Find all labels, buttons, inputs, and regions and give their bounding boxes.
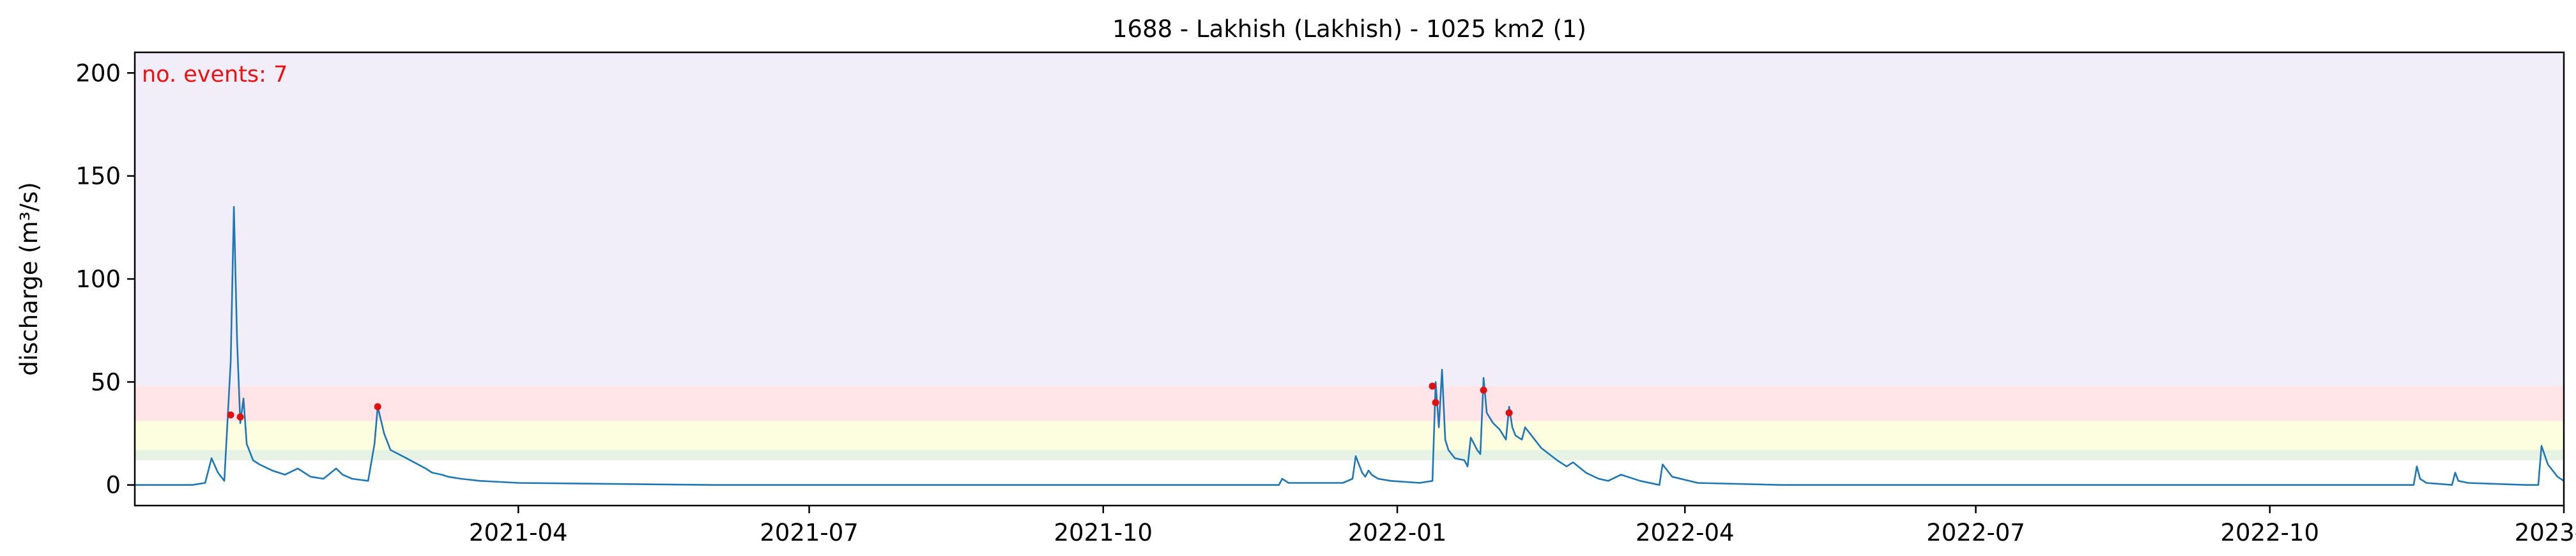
threshold-bands bbox=[135, 52, 2564, 460]
series-line-0 bbox=[135, 206, 2564, 486]
x-tick-label: 2022-07 bbox=[1926, 519, 2025, 546]
y-tick-label: 50 bbox=[91, 368, 121, 396]
event-point bbox=[1505, 409, 1513, 417]
x-tick-label: 2021-04 bbox=[469, 519, 568, 546]
y-tick-label: 150 bbox=[75, 163, 121, 190]
x-tick-label: 2023-01 bbox=[2515, 519, 2576, 546]
chart-title: 1688 - Lakhish (Lakhish) - 1025 km2 (1) bbox=[1112, 15, 1586, 43]
y-tick-label: 0 bbox=[105, 472, 121, 499]
y-tick-label: 200 bbox=[75, 59, 121, 87]
series-lines bbox=[135, 206, 2564, 486]
threshold-band-2 bbox=[135, 386, 2564, 421]
y-tick-label: 100 bbox=[75, 266, 121, 293]
y-axis-title: discharge (m³/s) bbox=[15, 182, 43, 376]
event-point bbox=[1432, 399, 1439, 407]
x-tick-label: 2022-04 bbox=[1636, 519, 1735, 546]
event-point bbox=[374, 403, 381, 410]
event-point bbox=[227, 411, 234, 419]
x-tick-label: 2021-10 bbox=[1054, 519, 1153, 546]
y-axis: 0 50 100 150 200 bbox=[75, 59, 135, 499]
x-tick-label: 2021-07 bbox=[760, 519, 859, 546]
x-axis: 2021-04 2021-07 2021-10 2022-01 2022-04 2022-… bbox=[469, 506, 2576, 546]
threshold-band-3 bbox=[135, 52, 2564, 386]
x-tick-label: 2022-10 bbox=[2220, 519, 2319, 546]
event-point bbox=[1429, 382, 1436, 390]
events-count-annotation: no. events: 7 bbox=[142, 62, 288, 87]
x-tick-label: 2022-01 bbox=[1348, 519, 1447, 546]
event-point bbox=[236, 413, 244, 421]
threshold-band-0 bbox=[135, 449, 2564, 460]
event-markers bbox=[227, 382, 1513, 421]
event-point bbox=[1480, 386, 1487, 394]
threshold-band-1 bbox=[135, 421, 2564, 450]
